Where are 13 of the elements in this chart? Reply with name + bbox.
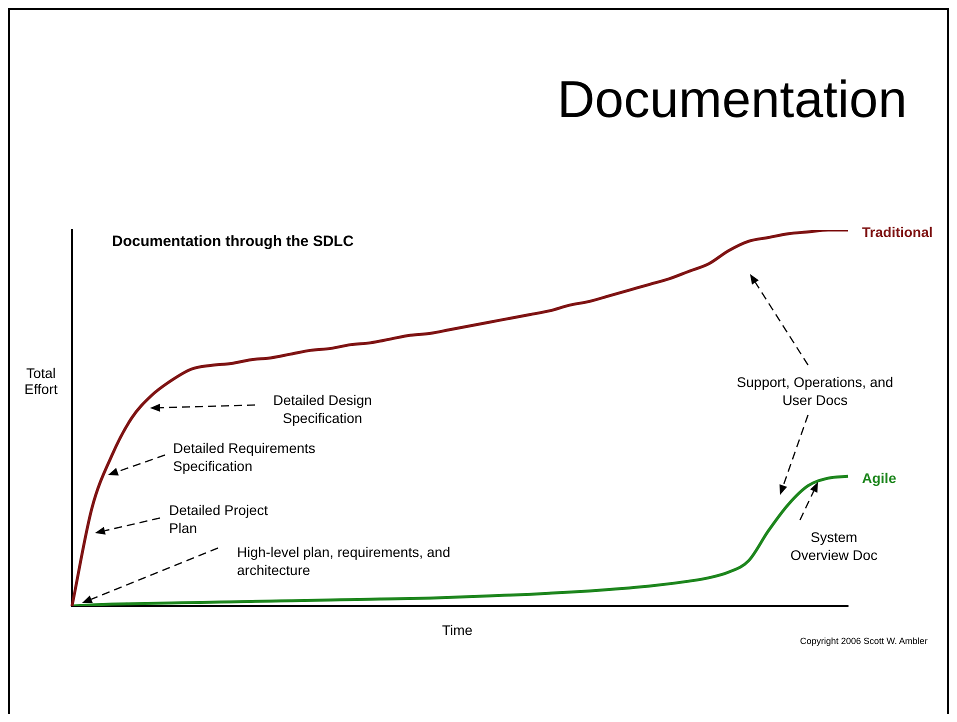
- annotation: System Overview Doc: [789, 529, 879, 564]
- annotation: High-level plan, requirements, and architecture: [237, 544, 452, 579]
- annotation: Detailed Project Plan: [169, 502, 269, 537]
- series-label: Traditional: [862, 224, 933, 240]
- series-label: Agile: [862, 470, 896, 486]
- y-axis-title: Total Effort: [23, 365, 59, 397]
- annotation: Detailed Design Specification: [272, 392, 373, 427]
- chart-title: Documentation: [557, 70, 907, 130]
- x-axis-title: Time: [442, 622, 473, 638]
- text: Copyright 2006 Scott W. Ambler: [800, 636, 929, 648]
- annotation: Support, Operations, and User Docs: [736, 374, 894, 409]
- chart-subtitle: Documentation through the SDLC: [112, 233, 354, 250]
- annotation: Detailed Requirements Specification: [173, 440, 316, 475]
